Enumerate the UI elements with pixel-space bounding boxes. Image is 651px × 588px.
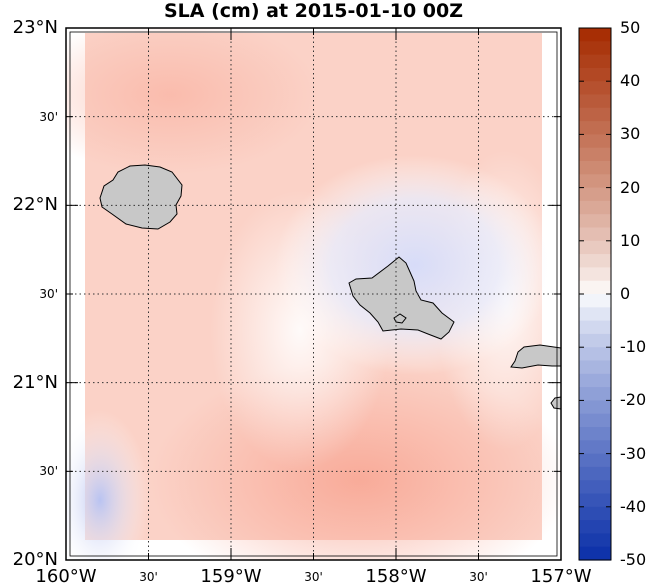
lon-tick-label: 30' (139, 570, 158, 584)
colorbar-segment (579, 254, 611, 268)
colorbar-segment (579, 546, 611, 561)
colorbar-segment (579, 453, 611, 468)
molokai-island (510, 344, 561, 369)
lat-tick-label: 30' (39, 464, 58, 479)
colorbar-segment (579, 107, 611, 122)
colorbar-segment (579, 387, 611, 401)
colorbar-segment (579, 94, 611, 109)
colorbar-segment (579, 400, 611, 415)
lat-tick-label: 30' (39, 109, 58, 124)
colorbar-segment (579, 200, 611, 215)
colorbar-tick-label: -20 (620, 390, 647, 410)
colorbar-segment (579, 520, 611, 534)
colorbar-segment (579, 360, 611, 375)
colorbar-segment (579, 373, 611, 388)
colorbar-segment (579, 147, 611, 162)
oahu-island (348, 256, 455, 340)
sla-contour-field (66, 28, 561, 560)
colorbar-tick-label: 30 (620, 124, 641, 144)
colorbar-segment (579, 41, 611, 56)
colorbar-segment (579, 240, 611, 255)
colorbar-segment (579, 267, 611, 282)
colorbar-segment (579, 280, 611, 295)
lat-tick-label: 23°N (12, 17, 58, 38)
lon-tick-label: 30' (469, 570, 488, 584)
colorbar (578, 27, 612, 561)
colorbar-segment (579, 320, 611, 335)
colorbar-segment (579, 54, 611, 69)
colorbar-segment (579, 466, 611, 481)
lon-tick-label: 30' (304, 570, 323, 584)
axis-ticks (65, 27, 562, 561)
colorbar-segment (579, 134, 611, 149)
kauai-island (99, 164, 183, 230)
lon-tick-label: 157°W (530, 566, 592, 587)
colorbar-tick-label: -50 (620, 550, 647, 569)
colorbar-segment (579, 227, 611, 242)
colorbar-tick-label: 0 (620, 284, 631, 303)
colorbar-segment (579, 161, 611, 175)
colorbar-tick-label: -30 (620, 443, 647, 463)
colorbar-segment (579, 187, 611, 202)
colorbar-segment (579, 307, 611, 322)
colorbar-segment (579, 493, 611, 508)
colorbar-segment (579, 427, 611, 441)
colorbar-segment (579, 533, 611, 548)
colorbar-tick-label: 20 (620, 177, 641, 197)
lon-tick-label: 159°W (200, 566, 262, 587)
graticule (66, 28, 561, 560)
colorbar-segment (579, 174, 611, 189)
colorbar-segment (579, 294, 611, 308)
lat-tick-label: 30' (39, 287, 58, 301)
lon-tick-label: 158°W (365, 566, 427, 587)
land-layer (99, 164, 561, 410)
lat-tick-label: 20°N (12, 549, 58, 570)
colorbar-segment (579, 214, 611, 229)
map-title: SLA (cm) at 2015-01-10 00Z (163, 0, 464, 22)
colorbar-segment (579, 413, 611, 428)
colorbar-tick-label: -10 (620, 337, 647, 357)
colorbar-segment (579, 333, 611, 348)
colorbar-tick-label: -40 (620, 496, 647, 516)
lanai-island (550, 396, 561, 410)
lon-tick-label: 160°W (35, 566, 97, 587)
lat-tick-label: 22°N (12, 194, 58, 216)
colorbar-segment (579, 81, 611, 96)
colorbar-segment (579, 121, 611, 135)
colorbar-segment (579, 28, 611, 42)
colorbar-segment (579, 440, 611, 455)
colorbar-tick-label: 10 (620, 230, 641, 250)
colorbar-segment (579, 480, 611, 495)
colorbar-tick-label: 40 (620, 71, 641, 91)
lat-tick-label: 21°N (12, 371, 58, 393)
colorbar-segment (579, 347, 611, 362)
colorbar-segment (579, 67, 611, 82)
colorbar-segment (579, 506, 611, 521)
colorbar-tick-label: 50 (620, 18, 641, 37)
